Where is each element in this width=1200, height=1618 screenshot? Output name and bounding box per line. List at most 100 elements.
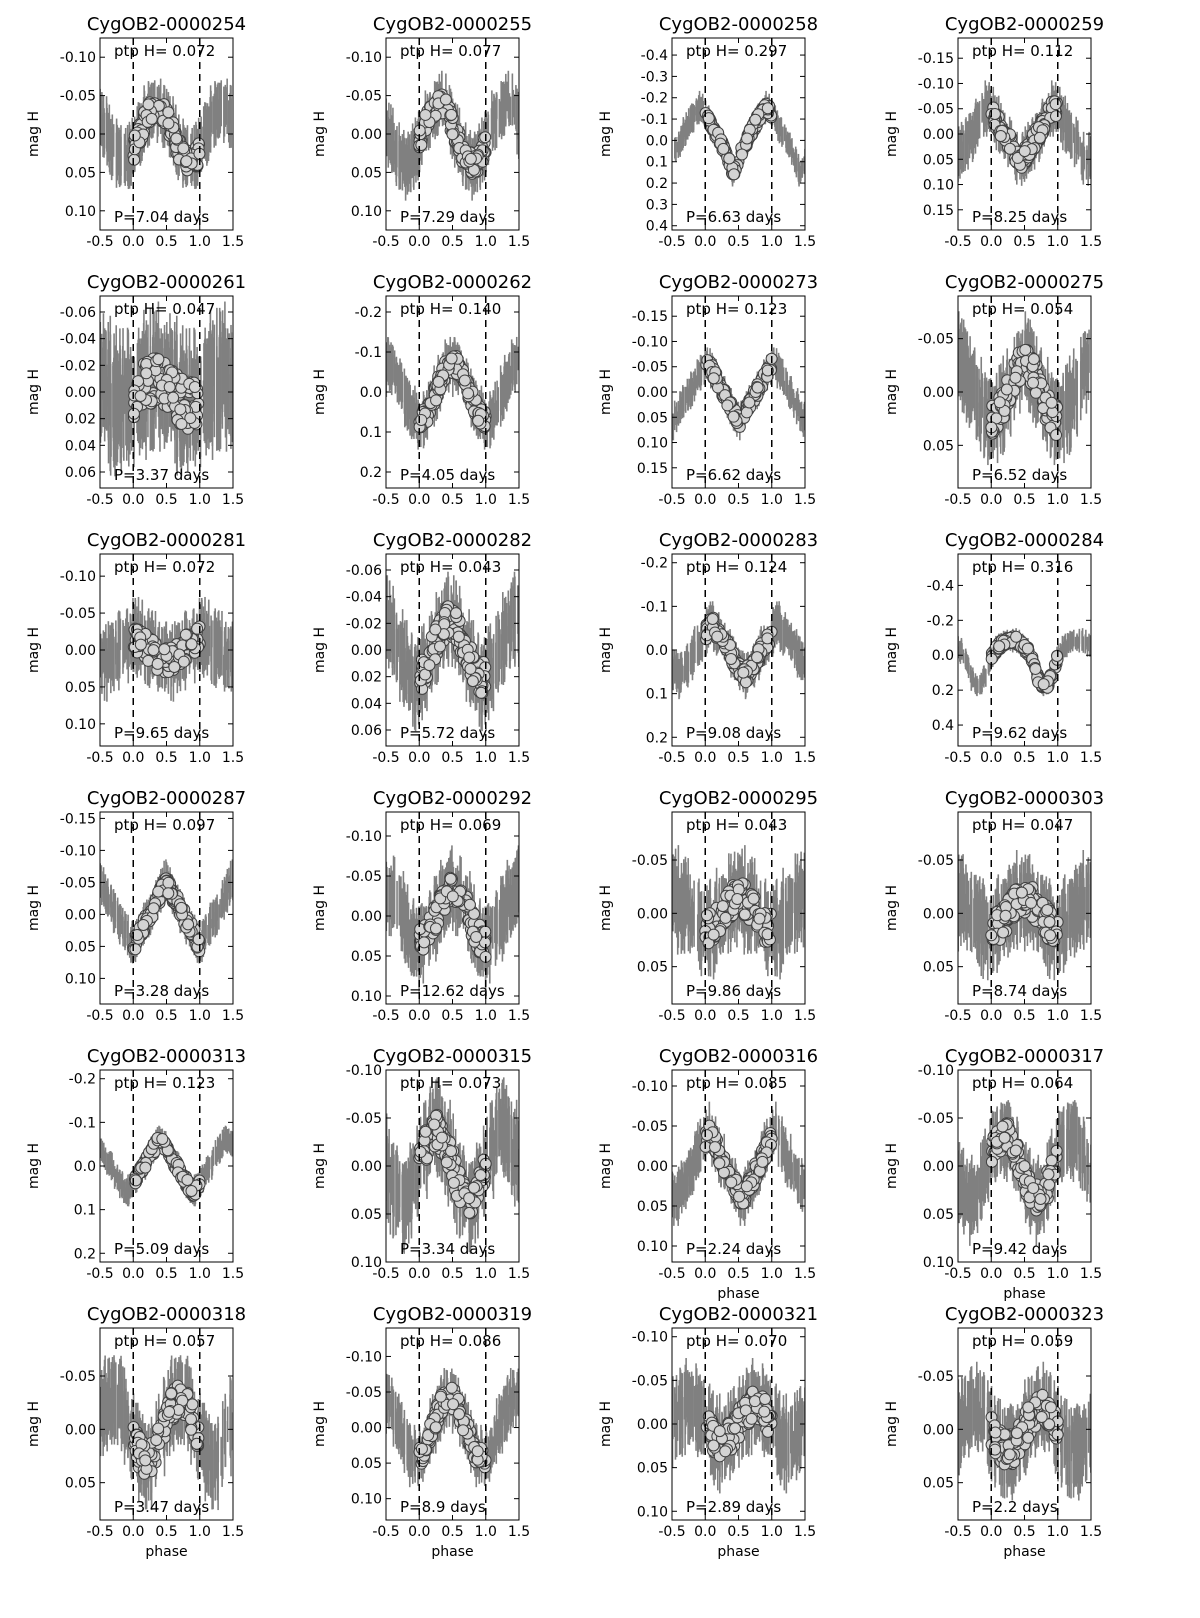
y-tick-label: -0.05 <box>346 89 382 105</box>
data-point <box>163 380 176 393</box>
data-point <box>749 113 762 126</box>
data-layer <box>958 80 1091 186</box>
x-tick-label: 1.0 <box>475 492 497 508</box>
data-point <box>145 112 158 125</box>
data-point <box>415 413 428 426</box>
y-tick-label: 0.00 <box>351 643 382 659</box>
y-tick-label: -0.3 <box>641 69 668 85</box>
y-tick-label: 0.2 <box>360 465 382 481</box>
y-tick-label: 0.10 <box>65 717 96 733</box>
x-tick-label: 0.0 <box>408 492 430 508</box>
y-axis-label: mag H <box>884 369 900 415</box>
data-point <box>439 93 452 106</box>
y-axis-label: mag H <box>26 111 42 157</box>
x-tick-label: 1.0 <box>1047 492 1069 508</box>
data-point <box>184 412 197 425</box>
data-point <box>177 655 190 668</box>
data-point <box>423 659 436 672</box>
ptp-annotation: ptp H= 0.112 <box>972 42 1073 60</box>
y-tick-label: -0.10 <box>60 50 96 66</box>
ptp-annotation: ptp H= 0.123 <box>686 300 787 318</box>
x-tick-label: 0.0 <box>122 234 144 250</box>
x-tick-label: 1.5 <box>508 234 530 250</box>
x-tick-label: 0.0 <box>980 234 1002 250</box>
x-tick-label: 1.5 <box>794 492 816 508</box>
data-point <box>140 367 153 380</box>
data-point <box>717 142 730 155</box>
x-tick-label: 0.0 <box>694 234 716 250</box>
x-tick-label: -0.5 <box>944 492 971 508</box>
chart-title: CygOB2-0000273 <box>659 272 818 293</box>
data-point <box>723 152 736 165</box>
x-tick-label: 1.5 <box>794 234 816 250</box>
y-tick-label: 0.10 <box>351 204 382 220</box>
x-tick-label: 0.5 <box>1013 234 1035 250</box>
period-annotation: P=4.05 days <box>400 466 495 484</box>
data-point <box>740 406 753 419</box>
data-point <box>152 353 165 366</box>
y-tick-label: 0.15 <box>637 461 668 477</box>
data-point <box>175 417 188 430</box>
chart-title: CygOB2-0000262 <box>373 272 532 293</box>
x-tick-label: -0.5 <box>944 234 971 250</box>
y-tick-label: -0.05 <box>60 606 96 622</box>
y-tick-label: -0.05 <box>632 360 668 376</box>
x-tick-label: -0.5 <box>658 234 685 250</box>
data-point <box>462 387 475 400</box>
x-tick-label: -0.5 <box>372 750 399 766</box>
x-tick-label: 0.5 <box>441 750 463 766</box>
y-tick-label: 0.05 <box>637 410 668 426</box>
x-tick-label: -0.5 <box>86 234 113 250</box>
data-point <box>707 372 720 385</box>
y-tick-label: 0.06 <box>65 465 96 481</box>
x-tick-label: 0.5 <box>155 750 177 766</box>
period-annotation: P=6.52 days <box>972 466 1067 484</box>
data-point <box>429 623 442 636</box>
y-tick-label: 0.02 <box>65 412 96 428</box>
y-axis-label: mag H <box>312 627 328 673</box>
y-axis-label: mag H <box>312 369 328 415</box>
chart-title: CygOB2-0000255 <box>373 14 532 35</box>
chart-title: CygOB2-0000254 <box>87 14 246 35</box>
data-point <box>134 638 147 651</box>
y-tick-label: -0.04 <box>60 332 96 348</box>
y-tick-label: 0.00 <box>637 385 668 401</box>
y-tick-label: 0.2 <box>646 176 668 192</box>
light-curve-panel: CygOB2-0000275 -0.5 0.0 0.5 1.0 1.5 -0.05 0.00 0… <box>873 258 1171 526</box>
y-tick-label: -0.10 <box>60 569 96 585</box>
x-tick-label: 1.0 <box>189 234 211 250</box>
data-point <box>180 155 193 168</box>
data-point <box>185 638 198 651</box>
data-point <box>158 643 171 656</box>
period-annotation: P=6.62 days <box>686 466 781 484</box>
x-tick-label: 0.5 <box>441 234 463 250</box>
y-tick-label: 0.00 <box>65 385 96 401</box>
light-curve-chart: CygOB2-0000282 -0.5 0.0 0.5 1.0 1.5 -0.06 -0.04… <box>312 530 532 766</box>
ptp-annotation: ptp H= 0.047 <box>114 300 215 318</box>
y-tick-label: -0.15 <box>632 309 668 325</box>
light-curve-chart: CygOB2-0000261 -0.5 0.0 0.5 1.0 1.5 -0.06 -0.04… <box>26 272 246 508</box>
data-point <box>191 622 204 635</box>
light-curve-panel: CygOB2-0000262 -0.5 0.0 0.5 1.0 1.5 -0.2 -0.1 0.… <box>301 258 599 526</box>
data-point <box>721 399 734 412</box>
chart-title: CygOB2-0000275 <box>945 272 1104 293</box>
y-tick-label: 0.00 <box>65 127 96 143</box>
y-tick-label: 0.04 <box>65 438 96 454</box>
light-curve-panel: CygOB2-0000258 -0.5 0.0 0.5 1.0 1.5 -0.4 -0.3 -0… <box>587 0 885 268</box>
data-point <box>464 662 477 675</box>
x-tick-label: 0.5 <box>155 234 177 250</box>
y-tick-label: 0.00 <box>923 127 954 143</box>
chart-title: CygOB2-0000283 <box>659 530 818 551</box>
data-layer <box>672 347 805 441</box>
period-annotation: P=3.37 days <box>114 466 209 484</box>
data-point <box>168 661 181 674</box>
x-tick-label: -0.5 <box>86 492 113 508</box>
data-point <box>1027 376 1040 389</box>
data-layer <box>673 90 805 187</box>
y-tick-label: 0.05 <box>65 165 96 181</box>
x-tick-label: 1.0 <box>475 234 497 250</box>
x-tick-label: 1.5 <box>1080 234 1102 250</box>
x-tick-label: 1.0 <box>189 750 211 766</box>
y-tick-label: 0.05 <box>923 438 954 454</box>
x-tick-label: 1.5 <box>1080 492 1102 508</box>
